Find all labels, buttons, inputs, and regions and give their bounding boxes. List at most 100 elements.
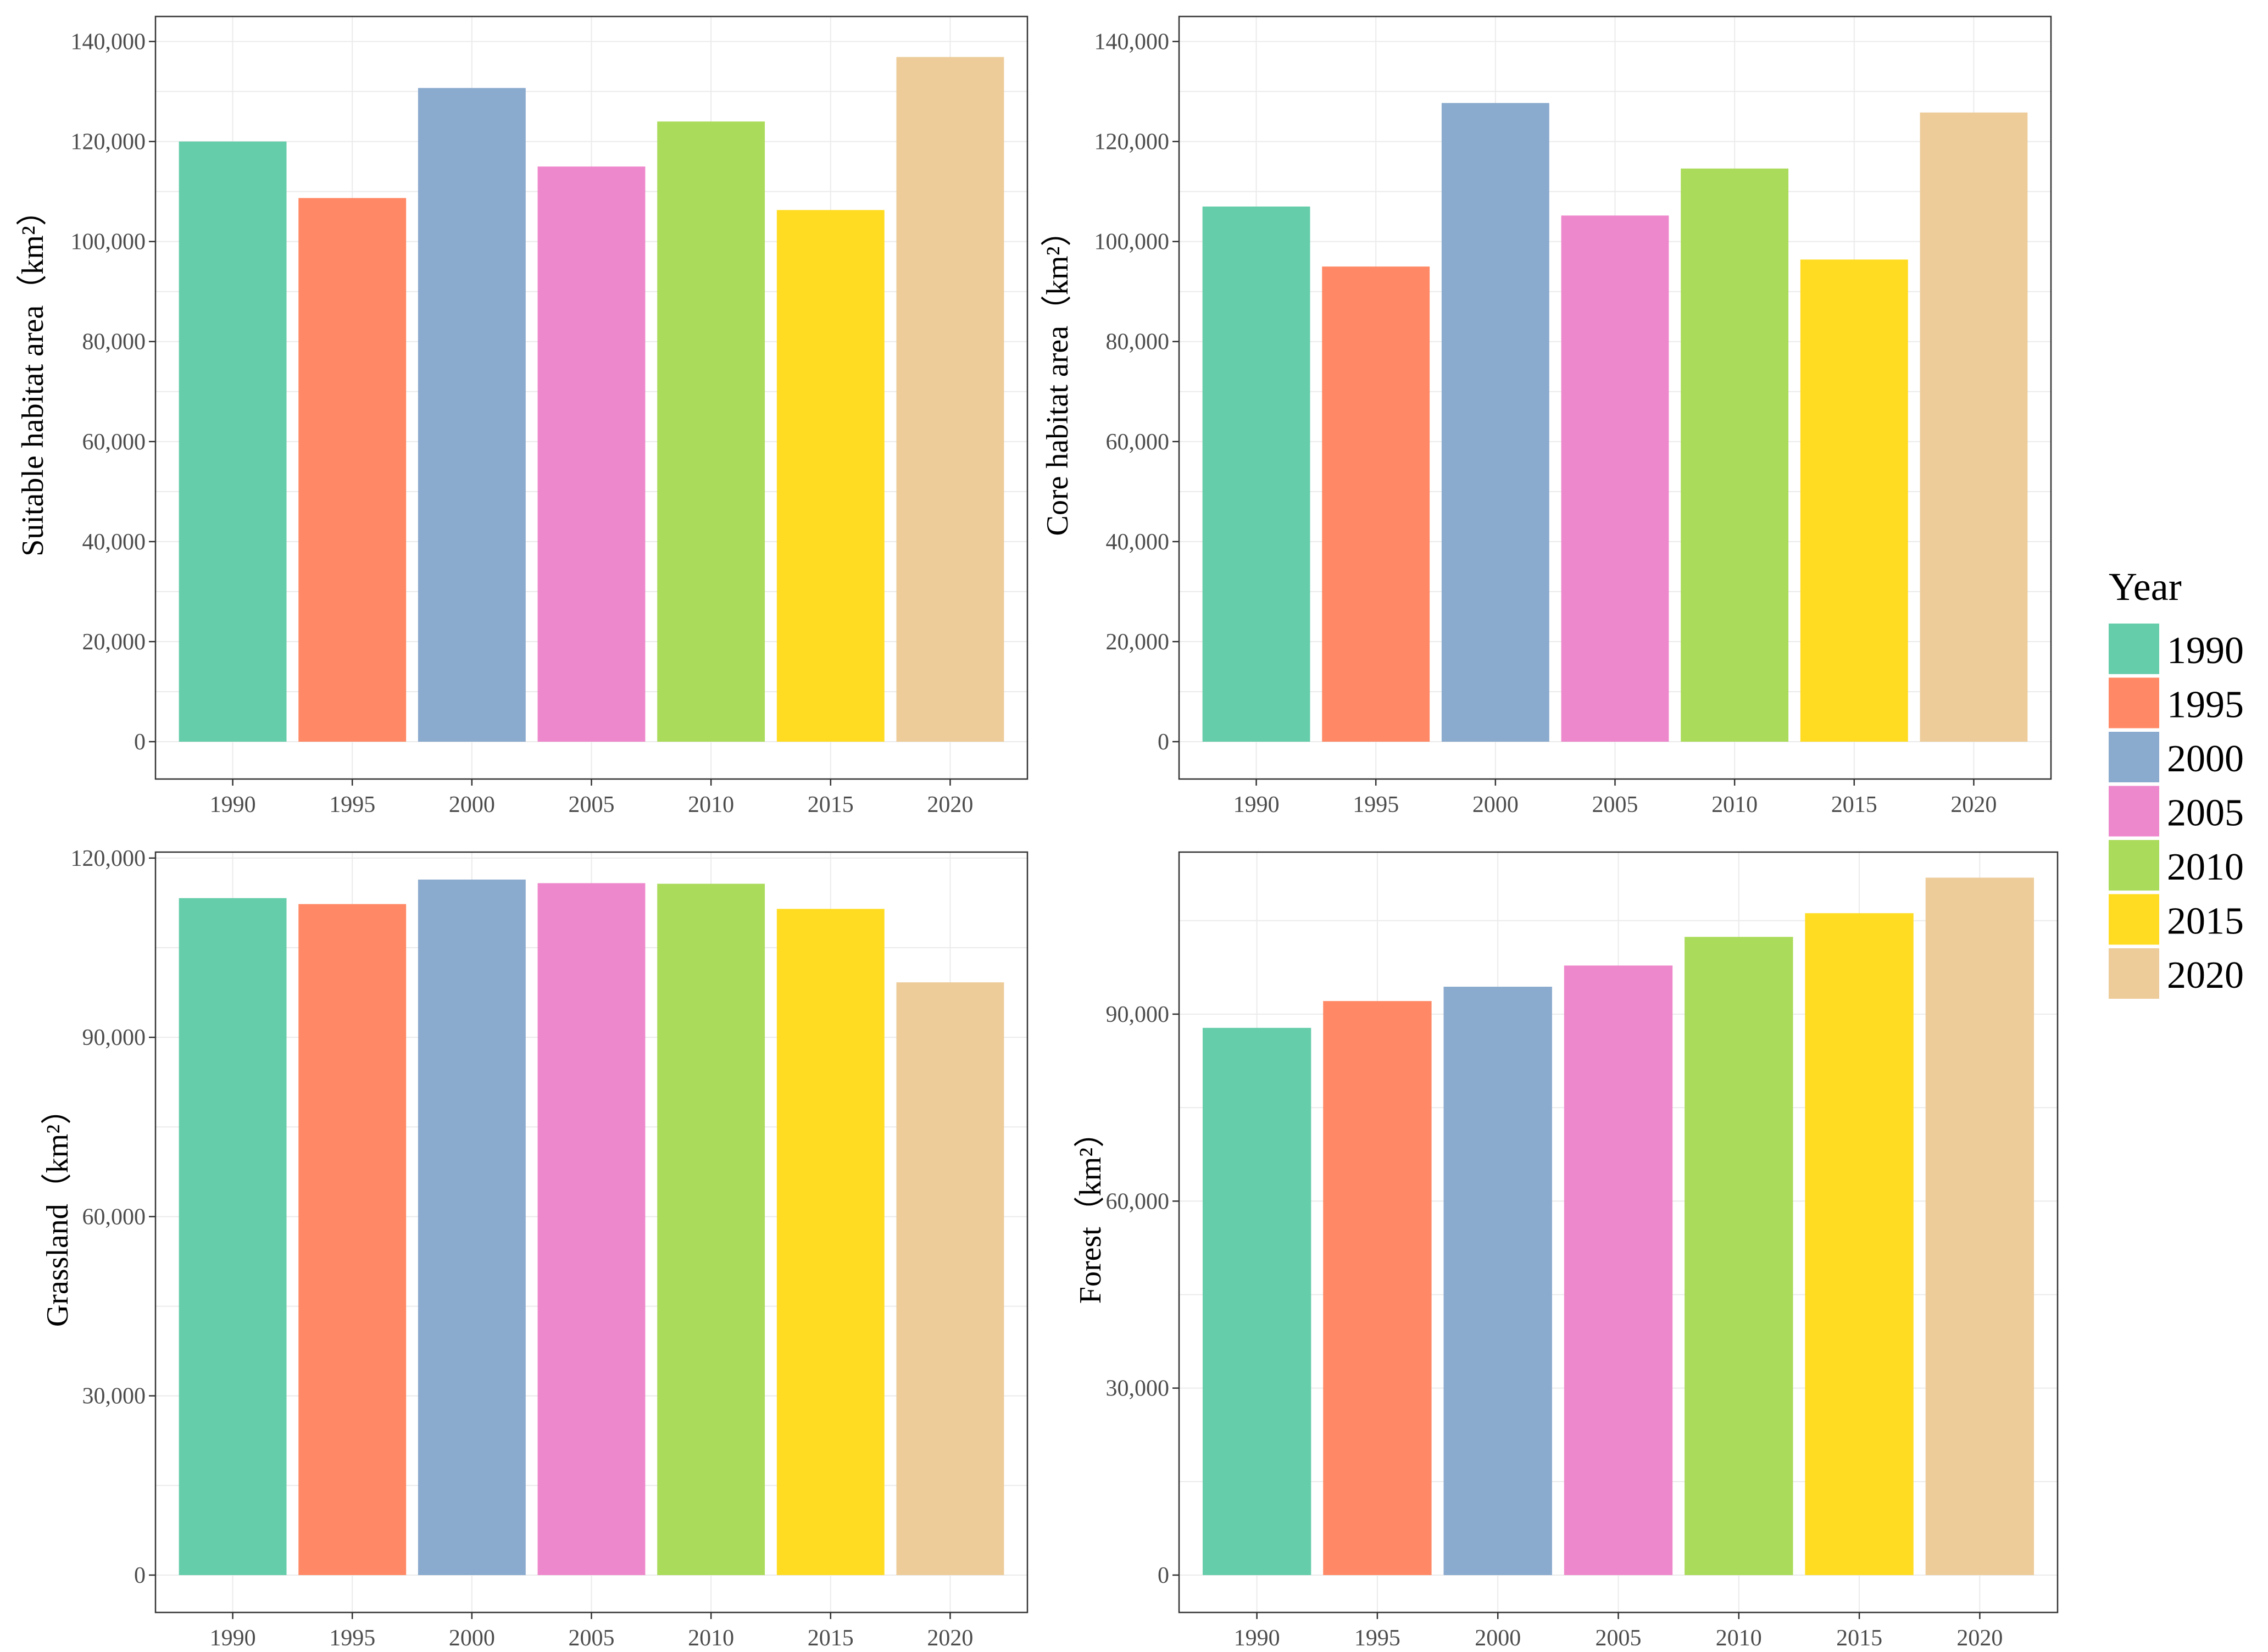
x-tick-label: 1990: [1234, 1626, 1280, 1651]
bar-2000: [1441, 103, 1549, 742]
x-tick-label: 1995: [1353, 792, 1399, 817]
chart-panel-3: 0 30,000 60,000 90,000 120,000 1990 1995 2000 20…: [41, 846, 1029, 1651]
y-tick-label: 20,000: [82, 630, 146, 655]
bar-2010: [657, 121, 765, 742]
chart-panel-1: 0 20,000 40,000 60,000 80,000 100,000 120,000 1…: [16, 15, 1029, 817]
bar-2010: [657, 883, 765, 1575]
y-tick-label: 0: [134, 730, 146, 755]
x-tick-label: 1995: [1354, 1626, 1400, 1651]
bar-1990: [1202, 1027, 1311, 1575]
legend-label-1995: 1995: [2167, 684, 2244, 726]
x-tick-label: 2000: [449, 792, 495, 817]
x-tick-label: 2000: [449, 1626, 495, 1651]
bar-1995: [298, 198, 407, 742]
legend: Year 1990 1995 2000 2005 2010 2015 2020: [2109, 565, 2244, 999]
bar-2020: [1920, 112, 2028, 742]
bar-2000: [418, 880, 526, 1575]
legend-label-2015: 2015: [2167, 900, 2244, 943]
x-tick-label: 1990: [1233, 792, 1280, 817]
y-axis-title: Grassland（km²）: [41, 1094, 75, 1327]
y-axis-title: Core habitat area（km²）: [1041, 216, 1075, 536]
y-tick-label: 80,000: [1106, 330, 1170, 355]
x-tick-label: 2000: [1475, 1626, 1521, 1651]
y-axis-title: Forest（km²）: [1074, 1117, 1108, 1304]
y-tick-label: 120,000: [71, 846, 146, 871]
y-tick-label: 90,000: [82, 1025, 146, 1050]
x-tick-label: 2010: [1716, 1626, 1762, 1651]
chart-panel-4: 0 30,000 60,000 90,000 1990 1995 2000 2005 2010 2…: [1074, 851, 2059, 1651]
y-tick-label: 30,000: [1106, 1376, 1170, 1401]
legend-swatch-1995: [2109, 677, 2159, 728]
x-tick-label: 1990: [210, 792, 256, 817]
y-tick-label: 60,000: [1106, 430, 1170, 455]
bar-2020: [896, 57, 1004, 742]
bar-2005: [537, 883, 646, 1575]
legend-label-2020: 2020: [2167, 954, 2244, 997]
bar-2020: [896, 982, 1004, 1575]
legend-swatch-2000: [2109, 732, 2159, 782]
x-tick-label: 2015: [1831, 792, 1877, 817]
y-tick-label: 120,000: [1094, 130, 1170, 155]
legend-swatch-2020: [2109, 948, 2159, 999]
chart-panel-2: 0 20,000 40,000 60,000 80,000 100,000 120,000 1…: [1041, 15, 2052, 817]
x-tick-label: 2020: [927, 1626, 973, 1651]
y-tick-label: 0: [1158, 1563, 1169, 1588]
y-tick-label: 20,000: [1106, 630, 1170, 655]
bar-1990: [1202, 206, 1310, 742]
bar-2015: [776, 909, 885, 1575]
y-tick-label: 30,000: [82, 1384, 146, 1409]
bar-1990: [179, 898, 287, 1575]
bar-1995: [298, 904, 407, 1575]
x-tick-label: 2005: [569, 1626, 615, 1651]
bar-2005: [1564, 965, 1673, 1575]
bar-2015: [776, 210, 885, 742]
x-tick-label: 2005: [569, 792, 615, 817]
legend-swatch-2005: [2109, 786, 2159, 837]
x-tick-label: 1995: [329, 1626, 375, 1651]
bar-1995: [1323, 1001, 1432, 1575]
x-tick-label: 1995: [329, 792, 375, 817]
x-tick-label: 2005: [1596, 1626, 1642, 1651]
bar-1990: [179, 141, 287, 742]
x-tick-label: 2015: [808, 792, 854, 817]
x-tick-label: 2015: [1836, 1626, 1882, 1651]
legend-label-2010: 2010: [2167, 846, 2244, 888]
x-tick-label: 1990: [210, 1626, 256, 1651]
y-tick-label: 0: [134, 1563, 146, 1588]
bar-2010: [1685, 937, 1793, 1575]
y-tick-label: 100,000: [1094, 230, 1170, 255]
bar-2000: [418, 88, 526, 742]
y-tick-label: 60,000: [82, 1204, 146, 1230]
y-tick-label: 40,000: [82, 530, 146, 555]
bar-2005: [537, 166, 646, 742]
legend-swatch-1990: [2109, 624, 2159, 674]
legend-label-2000: 2000: [2167, 738, 2244, 780]
x-tick-label: 2010: [688, 1626, 734, 1651]
legend-swatch-2010: [2109, 840, 2159, 891]
y-axis-title: Suitable habitat area（km²）: [16, 195, 50, 556]
bar-2015: [1805, 913, 1914, 1575]
x-tick-label: 2010: [688, 792, 734, 817]
y-tick-label: 90,000: [1106, 1002, 1170, 1027]
y-tick-label: 100,000: [71, 230, 146, 255]
x-tick-label: 2010: [1711, 792, 1758, 817]
bar-2015: [1800, 259, 1908, 742]
x-tick-label: 2005: [1592, 792, 1638, 817]
y-tick-label: 140,000: [71, 30, 146, 55]
legend-label-1990: 1990: [2167, 630, 2244, 672]
bar-1995: [1322, 266, 1430, 742]
x-tick-label: 2000: [1472, 792, 1519, 817]
y-tick-label: 40,000: [1106, 530, 1170, 555]
y-tick-label: 120,000: [71, 130, 146, 155]
legend-title: Year: [2109, 565, 2182, 609]
x-tick-label: 2020: [1950, 792, 1997, 817]
legend-swatch-2015: [2109, 894, 2159, 945]
y-tick-label: 60,000: [82, 430, 146, 455]
y-tick-label: 60,000: [1106, 1189, 1170, 1214]
bar-2020: [1925, 877, 2034, 1575]
x-tick-label: 2020: [1956, 1626, 2003, 1651]
legend-label-2005: 2005: [2167, 792, 2244, 835]
bar-2000: [1443, 987, 1552, 1575]
y-tick-label: 140,000: [1094, 30, 1170, 55]
